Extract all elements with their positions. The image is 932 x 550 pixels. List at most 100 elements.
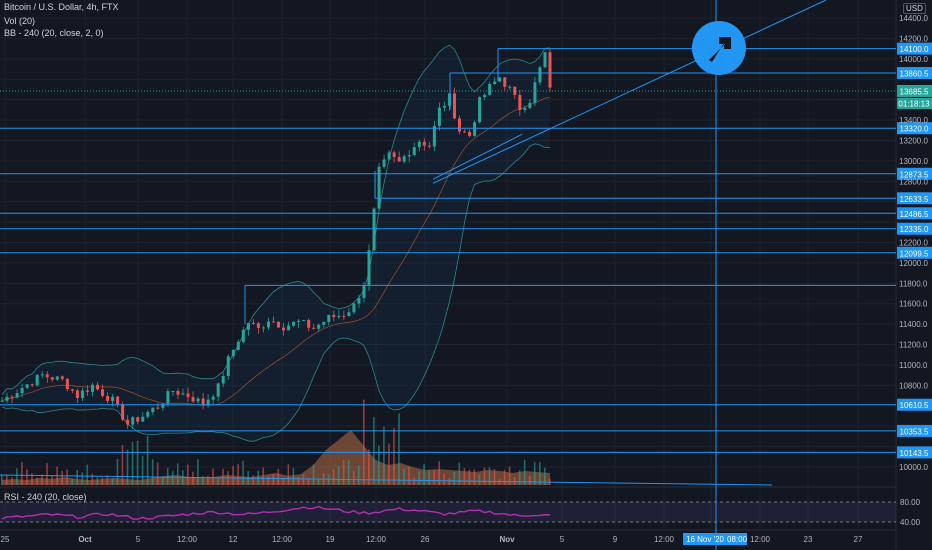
bb-legend: BB - 240 (20, close, 2, 0) [4,28,104,38]
volume-bar [41,474,43,485]
volume-bar [538,462,541,485]
candle [508,86,512,88]
volume-bar [357,465,360,485]
candle [40,374,44,376]
volume-bar [91,473,94,485]
trend-line [432,133,523,180]
candle [287,325,291,331]
volume-bar [483,467,486,485]
y-tick-label: 14400.0 [899,14,928,23]
candle [533,82,537,103]
price-level-label: 13320.0 [900,125,929,134]
candle [55,376,59,380]
price-level-label: 12335.0 [900,225,929,234]
volume-bar [337,466,340,485]
candle [50,377,54,380]
candle [246,322,250,330]
x-tick-label: 12:00 [654,535,675,544]
volume-area [2,430,550,485]
candle [201,398,205,406]
y-tick-label: 13000.0 [899,157,928,166]
countdown-label: 01:18:13 [898,99,930,108]
candle [538,67,542,83]
candle [332,314,336,318]
volume-bar [403,468,405,485]
candle [297,320,301,322]
candle [106,395,110,401]
candle [20,387,24,394]
candle [15,393,19,398]
volume-bar [106,475,109,485]
candle [75,390,79,399]
candle [146,412,150,417]
volume-bar [513,477,516,485]
candle [473,122,477,136]
volume-bar [297,476,300,485]
volume-bar [46,463,48,485]
volume-bar [126,449,129,485]
currency-label[interactable]: USD [903,3,926,14]
candle [392,152,396,158]
candle [357,297,361,304]
crosshair-time-label: 08:00 [727,535,748,544]
candle [277,321,281,328]
price-level-label: 13860.5 [900,70,929,79]
candle [101,389,105,396]
x-tick-label: 27 [854,535,863,544]
x-tick-label: 12:00 [750,535,771,544]
y-tick-label: 14200.0 [899,34,928,43]
x-tick-label: Oct [78,535,92,544]
volume-bar [282,478,285,485]
candle [458,118,462,132]
y-tick-label: 13400.0 [899,116,928,125]
candle [442,105,446,108]
candle [347,312,351,317]
volume-bar [116,458,119,485]
volume-bar [176,463,179,485]
candle [362,285,366,298]
volume-bar [418,471,420,485]
upward-arrow-circle-icon[interactable] [691,20,747,76]
volume-bar [257,470,260,485]
candle [161,403,165,408]
candle [447,93,451,106]
price-level-tag [897,398,932,411]
volume-bar [267,475,270,485]
y-tick-label: 11800.0 [899,279,928,288]
candle [523,108,527,110]
candle [337,315,341,318]
rsi-tick-label: 80.00 [900,498,921,507]
candle [312,327,316,329]
candle [251,322,255,324]
x-tick-label: 5 [136,535,141,544]
volume-bar [453,472,456,485]
volume-bar [111,478,114,485]
candle [352,303,356,313]
volume-bar [11,477,13,485]
volume-bar [388,443,390,485]
x-tick-label: 25 [1,535,10,544]
volume-bar [307,478,310,485]
volume-bar [317,478,320,485]
volume-bar [508,466,511,485]
crosshair-date-label: 16 Nov '20 [686,535,725,544]
candle [131,417,135,425]
volume-bar [488,467,491,485]
candle [181,393,185,395]
candle [302,319,306,321]
x-tick-label: 23 [804,535,813,544]
volume-bar [31,473,33,485]
volume-bar [503,469,506,485]
candle [407,155,411,157]
current-price-tag [897,84,932,97]
candle [176,390,180,395]
candle [211,396,215,400]
x-tick-label: 12:00 [177,535,198,544]
rsi-line [1,505,551,520]
x-tick-label: 19 [326,535,335,544]
candle [322,321,326,325]
countdown-tag [897,97,932,109]
candle [307,319,311,328]
price-level-label: 10610.5 [900,401,929,410]
